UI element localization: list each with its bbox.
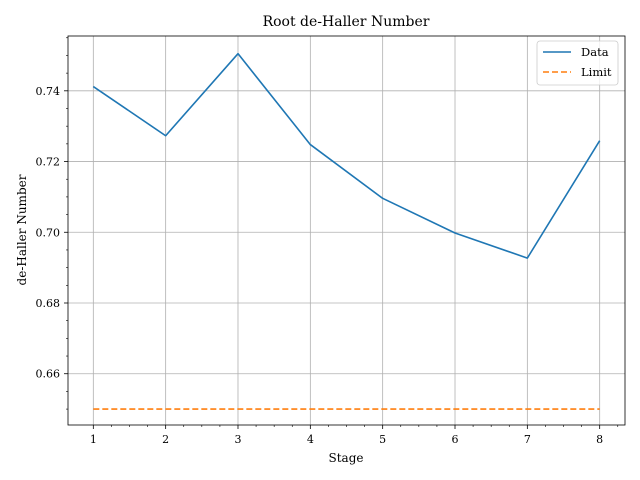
x-tick-label: 4 [307,433,314,446]
x-axis-label: Stage [329,451,364,465]
x-tick-label: 8 [596,433,603,446]
x-tick-label: 1 [90,433,97,446]
y-tick-label: 0.72 [36,156,61,169]
chart-title: Root de-Haller Number [263,14,430,30]
x-tick-label: 5 [379,433,386,446]
axis-ticks: 1 2 3 4 5 6 7 8 0.66 0.68 0.70 0.72 0.74 [36,37,619,446]
legend-label-limit: Limit [581,65,612,79]
plot-series [92,52,601,410]
series-line-data [92,52,601,259]
y-axis-label: de-Haller Number [15,174,29,285]
x-tick-label: 7 [524,433,531,446]
legend: Data Limit [536,40,619,86]
x-tick-label: 6 [452,433,459,446]
legend-label-data: Data [581,45,609,59]
y-tick-label: 0.68 [36,297,61,310]
y-tick-label: 0.66 [36,368,61,381]
y-tick-label: 0.70 [36,226,61,239]
y-tick-label: 0.74 [36,85,61,98]
x-tick-label: 3 [234,433,241,446]
grid [68,36,625,425]
x-tick-label: 2 [162,433,169,446]
